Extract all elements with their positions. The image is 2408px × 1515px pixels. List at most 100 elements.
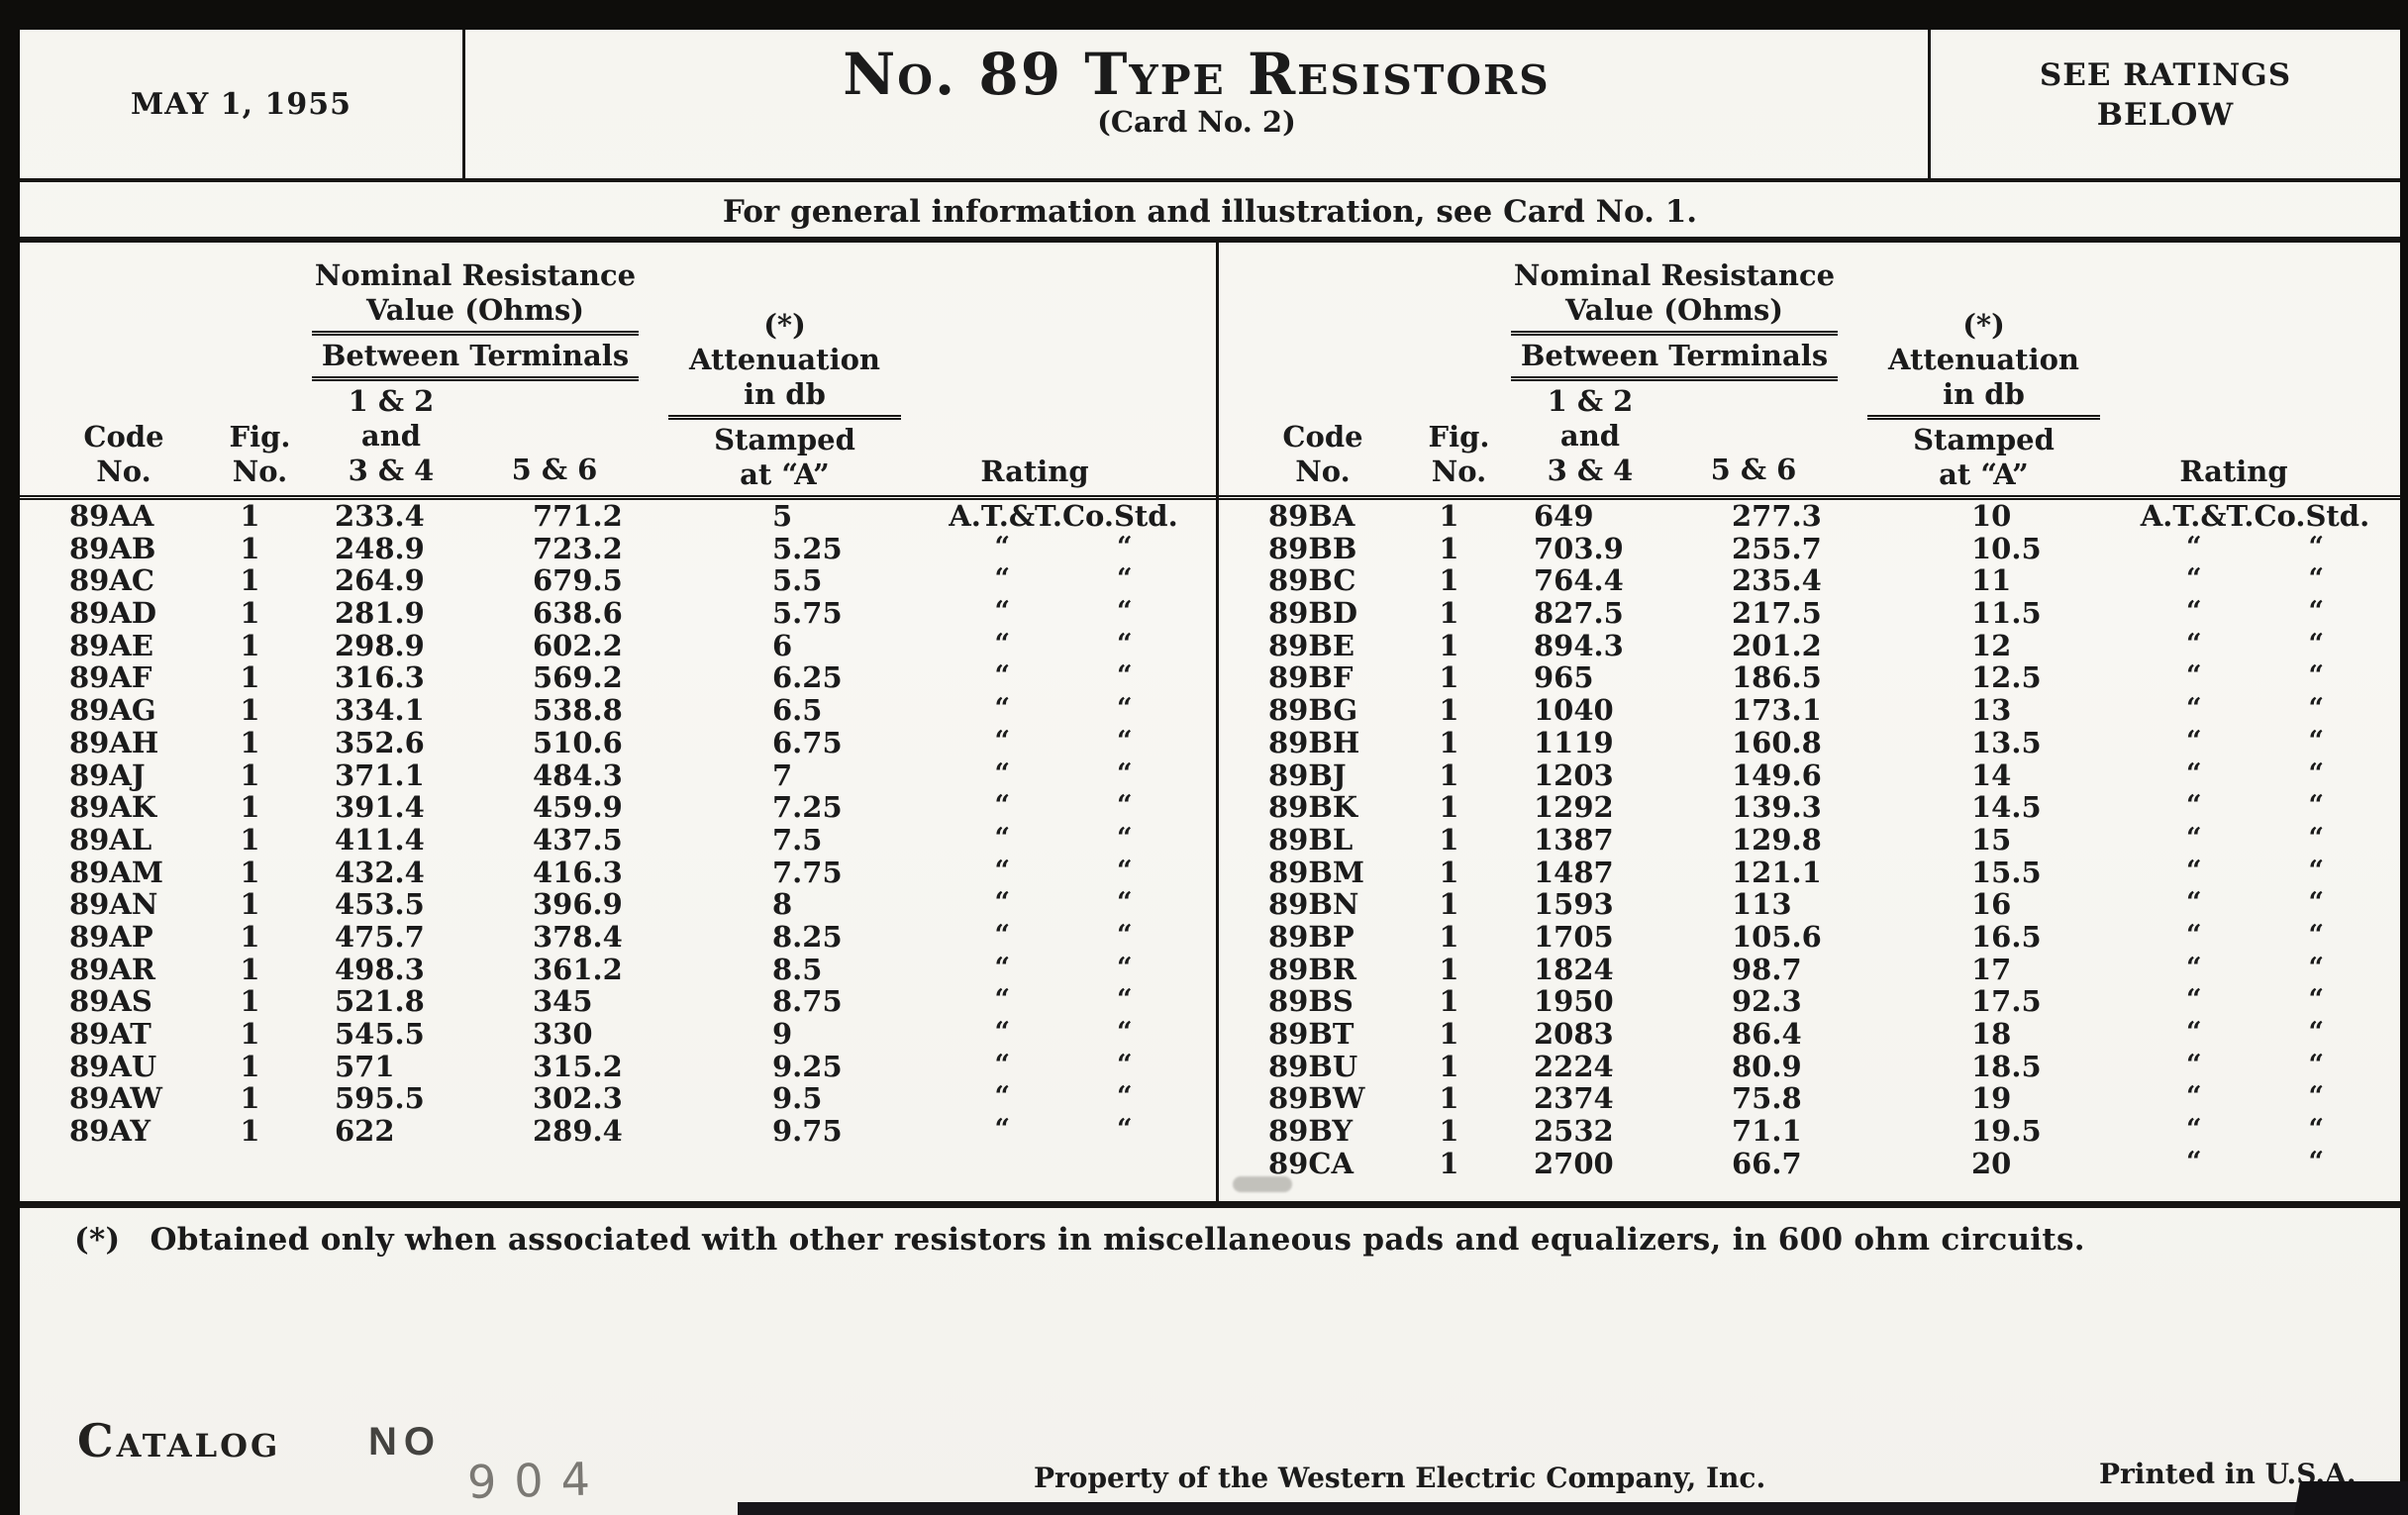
cell-resistance-5-6: 361.2 <box>533 952 623 986</box>
stamp-number: 904 <box>466 1452 609 1509</box>
cell-code-no: 89AA <box>69 499 154 533</box>
cell-rating: ““ <box>2110 597 2400 630</box>
cell-code-no: 89AM <box>69 855 163 889</box>
scan-artifact-corner-blob <box>2294 1481 2408 1515</box>
cell-fig-no: 1 <box>240 822 260 857</box>
table-row: 89AN 1 453.5 396.9 8 ““ <box>20 888 1216 921</box>
cell-resistance-1-2-3-4: 545.5 <box>335 1017 425 1051</box>
cell-fig-no: 1 <box>240 499 260 533</box>
ditto-mark: “ <box>1117 1114 1133 1146</box>
table-row: 89AU 1 571 315.2 9.25 ““ <box>20 1049 1216 1083</box>
cell-code-no: 89AK <box>69 790 157 825</box>
ratings-note-line: SEE RATINGS <box>2039 57 2292 93</box>
ditto-marks: ““ <box>2110 1018 2400 1048</box>
cell-fig-no: 1 <box>240 596 260 631</box>
table-row: 89AH 1 352.6 510.6 6.75 ““ <box>20 725 1216 759</box>
cell-attenuation-db: 16 <box>1971 887 2012 922</box>
cell-resistance-1-2-3-4: 571 <box>335 1049 395 1083</box>
table-row: 89AB 1 248.9 723.2 5.25 ““ <box>20 532 1216 565</box>
cell-attenuation-db: 13 <box>1971 693 2012 728</box>
cell-resistance-5-6: 416.3 <box>533 855 623 889</box>
ratings-note: SEE RATINGS BELOW <box>1931 30 2400 178</box>
ditto-mark: “ <box>1117 628 1133 659</box>
table-row: 89AG 1 334.1 538.8 6.5 ““ <box>20 694 1216 727</box>
property-line: Property of the Western Electric Company… <box>1034 1462 1766 1494</box>
cell-attenuation-db: 7 <box>772 758 793 792</box>
cell-code-no: 89AD <box>69 596 157 631</box>
ditto-marks: ““ <box>911 661 1216 691</box>
cell-resistance-1-2-3-4: 521.8 <box>335 984 425 1019</box>
cell-code-no: 89AY <box>69 1114 151 1149</box>
ditto-mark: “ <box>2308 725 2325 757</box>
cell-fig-no: 1 <box>240 855 260 889</box>
cell-fig-no: 1 <box>1439 919 1459 954</box>
cell-code-no: 89AH <box>69 725 159 759</box>
cell-rating: ““ <box>2110 629 2400 662</box>
cell-attenuation-db: 6.75 <box>772 725 843 759</box>
ditto-marks: ““ <box>911 985 1216 1015</box>
cell-resistance-1-2-3-4: 453.5 <box>335 887 425 922</box>
cell-attenuation-db: 19 <box>1971 1081 2012 1116</box>
cell-rating: ““ <box>2110 532 2400 565</box>
ditto-marks: ““ <box>2110 597 2400 627</box>
cell-resistance-5-6: 235.4 <box>1732 563 1822 598</box>
col-header-line: 1 & 2 <box>348 384 435 418</box>
cell-attenuation-db: 20 <box>1971 1146 2012 1180</box>
col-header-line: 3 & 4 <box>1547 454 1634 487</box>
cell-fig-no: 1 <box>240 887 260 922</box>
table-row: 89BW 1 2374 75.8 19 ““ <box>1219 1082 2400 1115</box>
cell-resistance-1-2-3-4: 498.3 <box>335 952 425 986</box>
card-subtitle: For general information and illustration… <box>20 182 2400 243</box>
cell-code-no: 89BA <box>1268 499 1355 533</box>
ditto-marks: ““ <box>2110 888 2400 918</box>
cell-resistance-5-6: 437.5 <box>533 822 623 857</box>
ditto-marks: ““ <box>2110 1115 2400 1145</box>
table-header: Code No. Fig. No. Nominal Resistance Val… <box>1219 243 2400 500</box>
between-terminals-label: Between Terminals <box>312 339 639 381</box>
cell-fig-no: 1 <box>1439 758 1459 792</box>
ditto-marks: ““ <box>911 920 1216 951</box>
ditto-marks: ““ <box>911 952 1216 983</box>
ditto-mark: “ <box>994 952 1010 983</box>
col-header-line: and <box>360 419 422 453</box>
cell-attenuation-db: 14 <box>1971 758 2012 792</box>
cell-rating: ““ <box>2110 1018 2400 1051</box>
cell-code-no: 89BG <box>1268 693 1358 728</box>
table-row: 89BR 1 1824 98.7 17 ““ <box>1219 952 2400 986</box>
footnote-star-symbol: (*) <box>763 308 806 342</box>
cell-resistance-1-2-3-4: 1950 <box>1534 984 1614 1019</box>
table-row: 89AJ 1 371.1 484.3 7 ““ <box>20 758 1216 792</box>
cell-resistance-1-2-3-4: 391.4 <box>335 790 425 825</box>
ditto-mark: “ <box>994 1049 1010 1080</box>
footnote-text: Obtained only when associated with other… <box>150 1222 2085 1258</box>
table-row: 89BP 1 1705 105.6 16.5 ““ <box>1219 919 2400 954</box>
cell-code-no: 89BR <box>1268 952 1356 986</box>
cell-resistance-5-6: 186.5 <box>1732 660 1822 695</box>
cell-fig-no: 1 <box>1439 790 1459 825</box>
ditto-mark: “ <box>994 725 1010 757</box>
ditto-mark: “ <box>994 628 1010 659</box>
ditto-mark: “ <box>2185 725 2202 757</box>
cell-fig-no: 1 <box>1439 1146 1459 1180</box>
table-row: 89BN 1 1593 113 16 ““ <box>1219 888 2400 921</box>
cell-rating: ““ <box>2110 791 2400 824</box>
table-header: Code No. Fig. No. Nominal Resistance Val… <box>20 243 1216 500</box>
card-header: MAY 1, 1955 No. 89 Type Resistors (Card … <box>20 30 2400 182</box>
ditto-mark: “ <box>2185 596 2202 628</box>
cell-code-no: 89AE <box>69 628 153 662</box>
cell-rating: ““ <box>911 1018 1216 1051</box>
footnote: (*) Obtained only when associated with ot… <box>74 1222 2085 1258</box>
ditto-mark: “ <box>994 822 1010 854</box>
table-row: 89AT 1 545.5 330 9 ““ <box>20 1018 1216 1051</box>
table-row: 89AS 1 521.8 345 8.75 ““ <box>20 985 1216 1018</box>
ditto-marks: ““ <box>2110 532 2400 562</box>
col-header-line: Value (Ohms) <box>1564 293 1784 327</box>
ditto-mark: “ <box>2185 660 2202 692</box>
cell-resistance-1-2-3-4: 965 <box>1534 660 1594 695</box>
cell-resistance-5-6: 173.1 <box>1732 693 1822 728</box>
cell-fig-no: 1 <box>1439 984 1459 1019</box>
col-header-line: 3 & 4 <box>348 454 435 487</box>
ditto-mark: “ <box>2308 887 2325 919</box>
table-row: 89AR 1 498.3 361.2 8.5 ““ <box>20 952 1216 986</box>
